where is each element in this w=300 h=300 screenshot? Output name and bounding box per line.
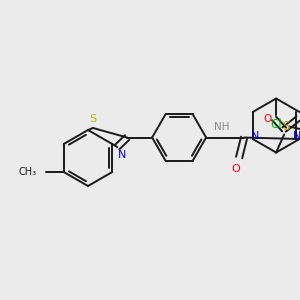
Text: N: N <box>250 131 259 141</box>
Text: O: O <box>263 113 271 124</box>
Text: S: S <box>89 114 97 124</box>
Text: N: N <box>293 131 300 141</box>
Text: CH₃: CH₃ <box>19 167 37 177</box>
Text: O: O <box>232 164 241 173</box>
Text: Cl: Cl <box>270 118 282 131</box>
Text: S: S <box>282 120 290 133</box>
Text: N: N <box>118 150 126 160</box>
Text: NH: NH <box>214 122 230 133</box>
